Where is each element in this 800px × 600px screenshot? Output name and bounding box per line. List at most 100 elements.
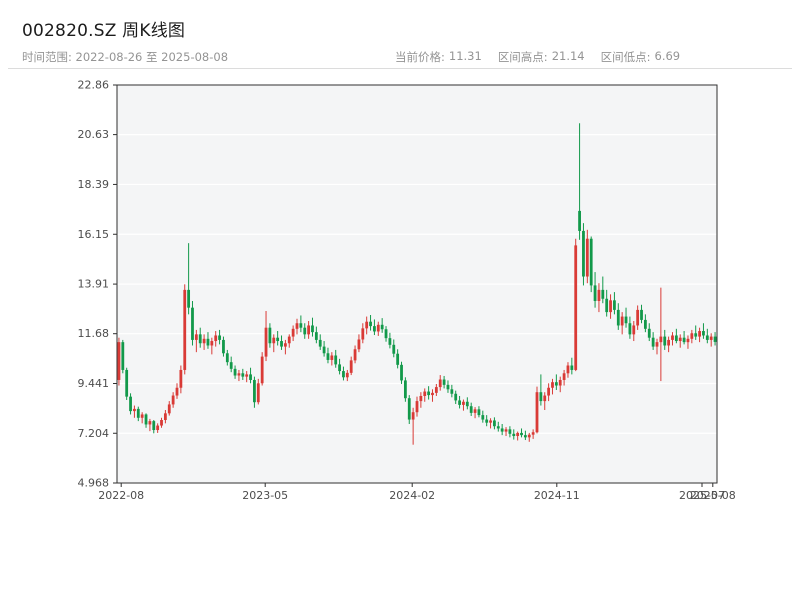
y-tick-label: 13.91 (78, 278, 110, 291)
candle-body (512, 433, 516, 437)
candle-body (148, 421, 152, 425)
candle-body (214, 335, 218, 342)
candle-body (133, 408, 136, 412)
candle-body (357, 339, 361, 350)
y-tick-label: 20.63 (78, 128, 110, 141)
candle-body (535, 392, 539, 433)
candle-body (264, 327, 268, 357)
candle-body (295, 323, 299, 329)
candle-body (222, 339, 225, 354)
stat-range-low: 区间低点: 6.69 (601, 49, 680, 65)
candle-body (136, 408, 140, 418)
candle-body (160, 420, 163, 426)
candle-body (272, 337, 276, 344)
candle-body (218, 335, 221, 340)
candle-body (163, 413, 167, 421)
candle-body (698, 331, 701, 337)
candle-body (361, 328, 365, 340)
candle-body (369, 321, 372, 327)
candle-body (253, 379, 256, 403)
candle-body (260, 356, 264, 384)
candle-body (326, 353, 330, 360)
candle-body (489, 420, 492, 423)
candle-body (616, 309, 620, 326)
candle-body (674, 335, 678, 342)
stat-label: 区间高点: (497, 50, 548, 64)
candle-body (392, 344, 396, 354)
candle-body (384, 329, 388, 339)
candle-body (129, 396, 132, 412)
candle-body (299, 323, 303, 328)
candle-body (144, 414, 148, 425)
candle-body (500, 428, 504, 432)
candle-body (198, 334, 202, 344)
candle-body (318, 339, 322, 347)
candle-body (419, 395, 423, 402)
candle-body (636, 309, 640, 326)
candle-body (291, 328, 295, 337)
candle-body (523, 435, 527, 438)
candle-body (206, 338, 210, 346)
candle-body (365, 321, 369, 329)
candle-body (531, 432, 535, 435)
stat-label: 区间低点: (600, 50, 651, 64)
candle-body (311, 325, 314, 333)
candle-body (613, 300, 616, 310)
stat-value: 6.69 (654, 49, 681, 63)
y-tick-label: 18.39 (78, 178, 110, 191)
candle-body (353, 349, 357, 361)
date-range-text: 时间范围: 2022-08-26 至 2025-08-08 (22, 50, 229, 64)
stat-value: 21.14 (551, 49, 585, 63)
candle-body (140, 414, 144, 418)
candle-body (593, 285, 597, 301)
candle-body (547, 387, 551, 396)
candle-body (667, 339, 671, 346)
candle-body (647, 328, 651, 338)
candle-body (117, 342, 121, 380)
candle-body (175, 387, 179, 396)
price-stats: 当前价格: 11.31 区间高点: 21.14 区间低点: 6.69 (395, 49, 680, 65)
page-title: 002820.SZ 周K线图 (22, 21, 186, 41)
candle-body (183, 289, 187, 370)
candle-body (431, 392, 434, 396)
candle-body (589, 238, 593, 286)
candle-body (566, 365, 570, 374)
candle-body (574, 245, 578, 370)
candle-body (705, 335, 709, 340)
candle-body (493, 420, 496, 427)
candle-body (678, 337, 682, 342)
candle-body (527, 434, 531, 438)
candle-body (632, 325, 636, 335)
candle-body (659, 336, 663, 343)
x-tick-label: 2025-08 (690, 489, 736, 502)
candle-body (342, 371, 345, 378)
candle-body (570, 365, 574, 370)
candle-body (380, 324, 384, 330)
candle-body (171, 395, 175, 405)
candle-body (229, 362, 233, 369)
candle-body (585, 238, 589, 277)
candle-body (655, 342, 659, 347)
candle-body (709, 336, 713, 340)
candle-body (686, 338, 690, 343)
candle-body (663, 336, 667, 346)
candle-body (191, 307, 194, 340)
candle-body (543, 395, 547, 402)
candle-body (268, 327, 272, 344)
candle-body (345, 372, 349, 378)
candle-body (609, 300, 612, 313)
candle-body (334, 355, 338, 365)
candle-body (156, 425, 160, 431)
candle-body (442, 379, 446, 385)
candle-body (423, 391, 427, 396)
x-tick-label: 2024-11 (534, 489, 580, 502)
candle-body (283, 343, 287, 347)
candle-body (481, 415, 485, 420)
candle-body (520, 432, 523, 436)
header-divider (8, 68, 792, 69)
candle-body (462, 401, 465, 405)
candle-body (496, 426, 500, 429)
candle-body (210, 341, 214, 346)
stat-current-price: 当前价格: 11.31 (395, 49, 482, 65)
